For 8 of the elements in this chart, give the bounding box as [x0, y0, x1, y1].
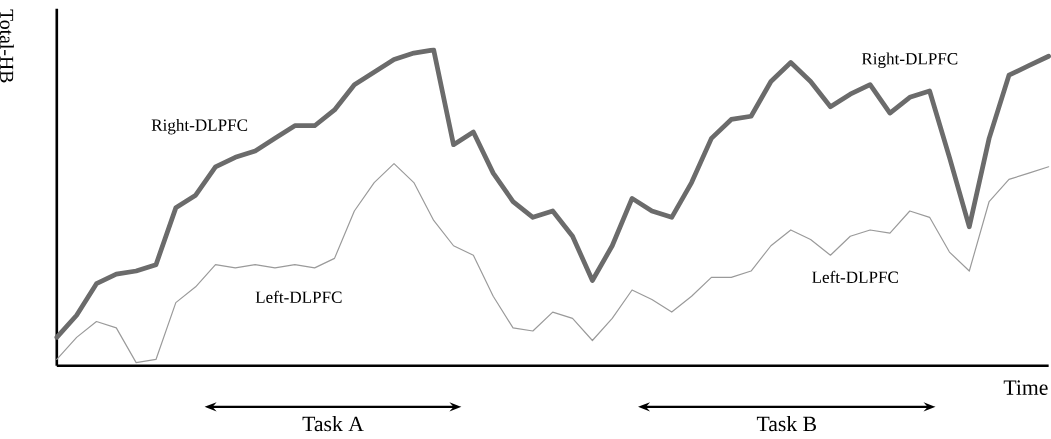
series-label: Right-DLPFC — [151, 119, 248, 135]
x-axis-title: Time — [1003, 380, 1048, 395]
text: Task A — [302, 416, 364, 432]
text: Task B — [756, 416, 816, 432]
y-axis-title: Total-HB — [0, 9, 14, 83]
text: Left-DLPFC — [255, 290, 342, 304]
text: Right-DLPFC — [861, 52, 958, 69]
series-label: Left-DLPFC — [812, 270, 898, 284]
